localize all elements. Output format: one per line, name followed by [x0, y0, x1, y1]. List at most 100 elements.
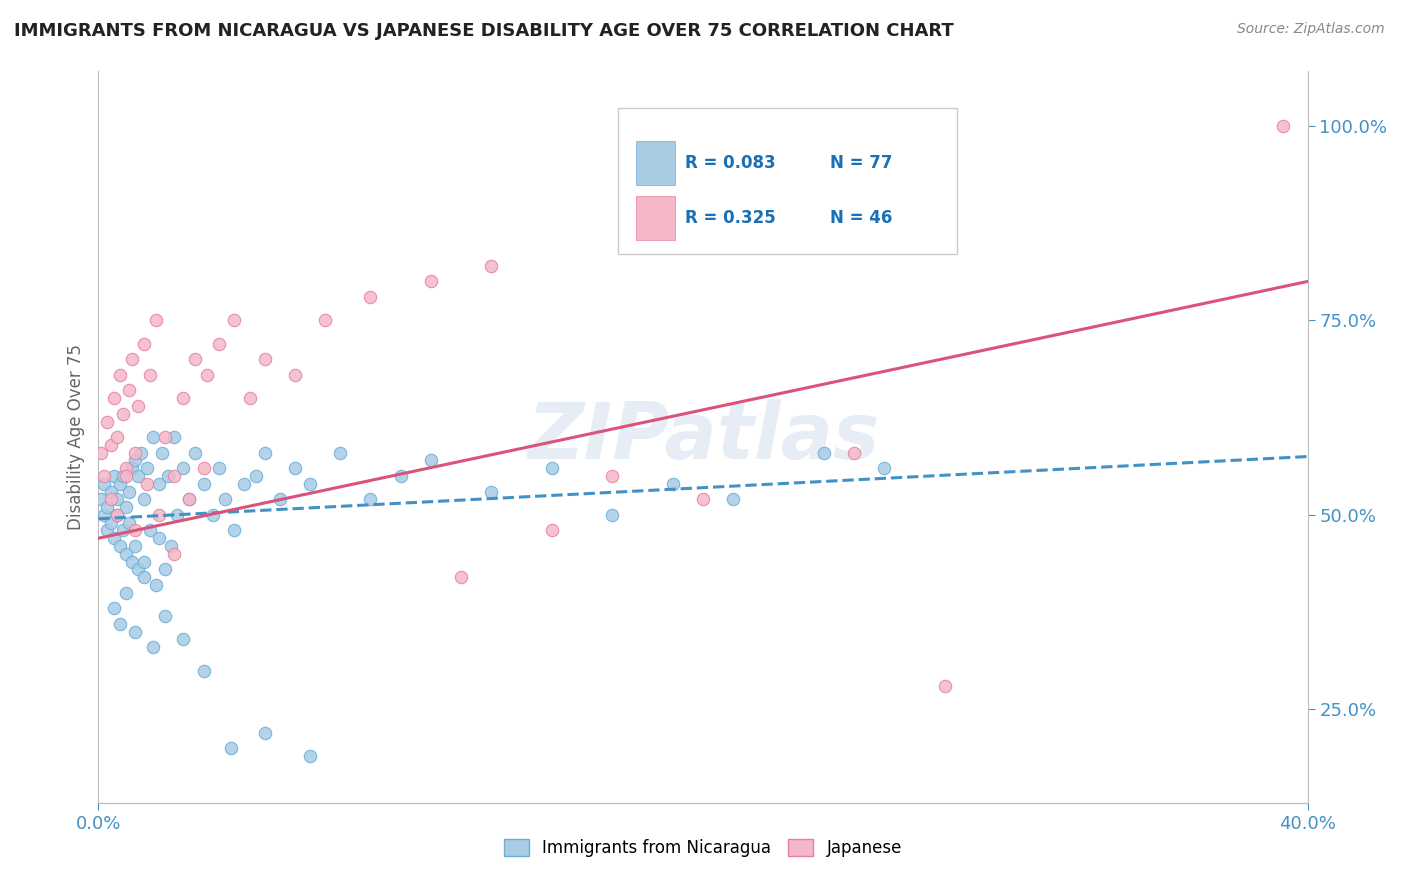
Point — [93, 469, 115, 483]
Point — [450, 570, 472, 584]
Point — [153, 430, 176, 444]
Point — [193, 476, 215, 491]
Point — [299, 476, 322, 491]
Point — [184, 445, 207, 459]
Text: IMMIGRANTS FROM NICARAGUA VS JAPANESE DISABILITY AGE OVER 75 CORRELATION CHART: IMMIGRANTS FROM NICARAGUA VS JAPANESE DI… — [14, 22, 953, 40]
Point — [142, 430, 165, 444]
Point — [132, 570, 155, 584]
Point — [163, 430, 186, 444]
Point — [202, 508, 225, 522]
Point — [129, 445, 152, 459]
Point — [253, 352, 276, 367]
Point — [481, 484, 503, 499]
Point — [166, 508, 188, 522]
Point — [100, 492, 122, 507]
Text: ZIPatlas: ZIPatlas — [527, 399, 879, 475]
Point — [1272, 119, 1295, 133]
Point — [602, 508, 624, 522]
Point — [96, 524, 118, 538]
Point — [108, 539, 131, 553]
Point — [108, 616, 131, 631]
Point — [224, 313, 246, 327]
Point — [127, 562, 149, 576]
Point — [193, 461, 215, 475]
Point — [111, 469, 134, 483]
Point — [153, 609, 176, 624]
Point — [208, 336, 231, 351]
Point — [692, 492, 714, 507]
Point — [245, 469, 267, 483]
Point — [813, 445, 835, 459]
Point — [124, 453, 146, 467]
Point — [121, 461, 143, 475]
Point — [93, 476, 115, 491]
Point — [420, 275, 443, 289]
Point — [232, 476, 254, 491]
Point — [118, 484, 141, 499]
Point — [195, 368, 218, 382]
Point — [100, 484, 122, 499]
Point — [135, 461, 157, 475]
Point — [179, 492, 201, 507]
Point — [103, 601, 125, 615]
Point — [90, 492, 112, 507]
Point — [153, 562, 176, 576]
Point — [105, 430, 128, 444]
Point — [284, 461, 307, 475]
Point — [193, 664, 215, 678]
Point — [239, 391, 262, 405]
Point — [132, 555, 155, 569]
Point — [100, 438, 122, 452]
Point — [124, 539, 146, 553]
Point — [253, 445, 276, 459]
Point — [661, 476, 683, 491]
Point — [723, 492, 745, 507]
Point — [844, 445, 866, 459]
Point — [540, 461, 562, 475]
Text: R = 0.083: R = 0.083 — [685, 153, 776, 172]
Point — [108, 476, 131, 491]
Point — [105, 492, 128, 507]
Point — [124, 524, 146, 538]
Text: R = 0.325: R = 0.325 — [685, 209, 776, 227]
Y-axis label: Disability Age Over 75: Disability Age Over 75 — [66, 344, 84, 530]
Point — [148, 531, 170, 545]
FancyBboxPatch shape — [637, 195, 675, 240]
Point — [118, 384, 141, 398]
Point — [172, 461, 194, 475]
Point — [103, 469, 125, 483]
Point — [224, 524, 246, 538]
FancyBboxPatch shape — [637, 141, 675, 185]
Point — [360, 290, 382, 304]
Point — [602, 469, 624, 483]
Point — [114, 547, 136, 561]
Point — [148, 508, 170, 522]
Point — [389, 469, 412, 483]
Point — [105, 508, 128, 522]
Point — [111, 524, 134, 538]
Text: N = 46: N = 46 — [830, 209, 893, 227]
Point — [124, 624, 146, 639]
Point — [314, 313, 336, 327]
Point — [105, 508, 128, 522]
Point — [873, 461, 896, 475]
Point — [214, 492, 236, 507]
Point — [284, 368, 307, 382]
Point — [179, 492, 201, 507]
FancyBboxPatch shape — [619, 108, 957, 254]
Point — [121, 555, 143, 569]
Point — [139, 368, 162, 382]
Point — [108, 368, 131, 382]
Point — [100, 516, 122, 530]
Point — [114, 585, 136, 599]
Text: N = 77: N = 77 — [830, 153, 893, 172]
Point — [420, 453, 443, 467]
Point — [934, 679, 956, 693]
Point — [269, 492, 291, 507]
Point — [360, 492, 382, 507]
Legend: Immigrants from Nicaragua, Japanese: Immigrants from Nicaragua, Japanese — [498, 832, 908, 864]
Point — [93, 508, 115, 522]
Point — [103, 531, 125, 545]
Text: Source: ZipAtlas.com: Source: ZipAtlas.com — [1237, 22, 1385, 37]
Point — [160, 539, 183, 553]
